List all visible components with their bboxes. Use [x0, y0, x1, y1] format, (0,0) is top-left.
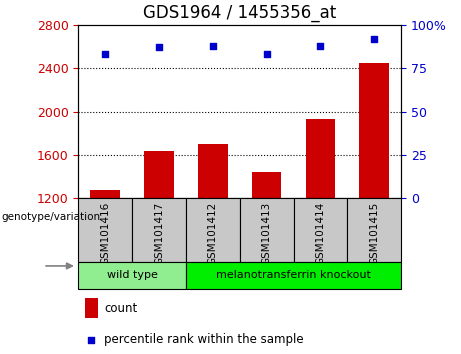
Text: count: count	[104, 302, 137, 315]
Point	[101, 51, 109, 57]
Point	[354, 188, 361, 193]
Text: GSM101414: GSM101414	[315, 201, 325, 265]
Bar	[294, 198, 347, 262]
Text: GSM101417: GSM101417	[154, 201, 164, 265]
Title: GDS1964 / 1455356_at: GDS1964 / 1455356_at	[143, 4, 337, 22]
Bar	[78, 198, 132, 262]
Bar	[360, 63, 389, 198]
Text: wild type: wild type	[106, 270, 158, 280]
Text: GSM101413: GSM101413	[261, 201, 272, 265]
Bar	[186, 198, 240, 262]
Point	[209, 43, 217, 48]
Bar	[85, 298, 98, 318]
Point	[263, 51, 270, 57]
Text: percentile rank within the sample: percentile rank within the sample	[104, 333, 304, 346]
Bar	[347, 198, 401, 262]
Bar	[144, 150, 174, 198]
Text: GSM101415: GSM101415	[369, 201, 379, 265]
Bar	[132, 198, 186, 262]
Text: GSM101412: GSM101412	[208, 201, 218, 265]
Bar	[198, 144, 228, 198]
Bar	[78, 262, 186, 289]
Point	[371, 36, 378, 41]
Text: melanotransferrin knockout: melanotransferrin knockout	[216, 270, 371, 280]
Point	[155, 45, 163, 50]
Bar	[252, 172, 281, 198]
Point	[317, 43, 324, 48]
Text: genotype/variation: genotype/variation	[1, 212, 100, 222]
Text: GSM101416: GSM101416	[100, 201, 110, 265]
Bar	[90, 190, 120, 198]
Bar	[306, 119, 335, 198]
Bar	[240, 198, 294, 262]
Bar	[186, 262, 401, 289]
